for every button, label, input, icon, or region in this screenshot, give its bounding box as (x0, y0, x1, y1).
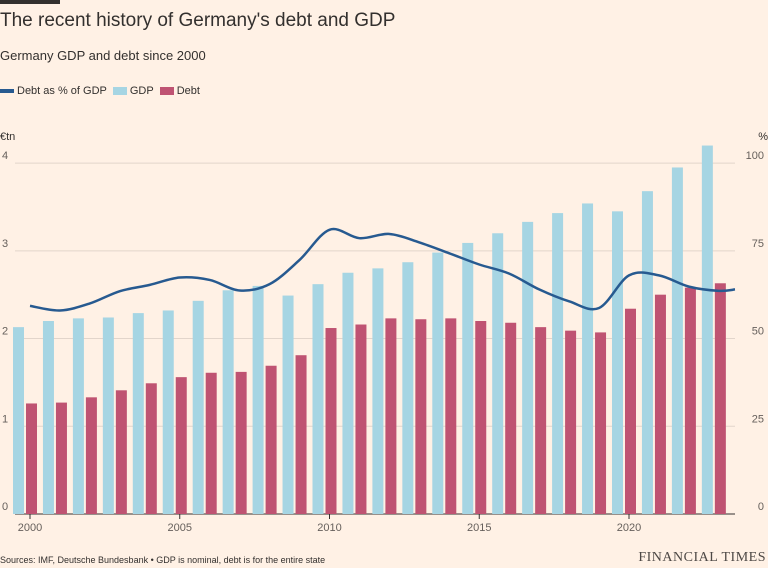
ft-top-bar (0, 0, 60, 4)
left-tick-label-4: 4 (2, 150, 8, 162)
right-tick-label-75: 75 (752, 238, 764, 250)
gdp-bar-2001 (42, 321, 54, 514)
gdp-bar-2020 (612, 211, 623, 514)
legend-swatch-gdp (112, 87, 127, 95)
gdp-bar-2005 (162, 310, 174, 514)
gdp-bar-2011 (342, 272, 354, 514)
x-tick-label-2000: 2000 (18, 522, 42, 534)
debt-bar-2019 (595, 332, 607, 514)
gdp-bar-2016 (492, 233, 504, 515)
gdp-bar-2009 (282, 295, 294, 514)
debt-bar-2002 (85, 397, 97, 514)
debt-bar-2001 (55, 402, 67, 514)
debt-bar-2003 (115, 390, 127, 514)
gdp-bar-2014 (432, 252, 444, 514)
gdp-bar-2002 (72, 318, 84, 514)
debt-bar-2021 (654, 294, 666, 514)
ft-brand: FINANCIAL TIMES (638, 550, 766, 565)
gdp-bar-2006 (192, 300, 204, 514)
source-note: Sources: IMF, Deutsche Bundesbank • GDP … (0, 555, 326, 565)
left-tick-label-0: 0 (2, 501, 8, 513)
gdp-bar-2010 (312, 284, 324, 514)
debt-bar-2020 (625, 308, 636, 514)
left-tick-label-1: 1 (2, 413, 8, 425)
debt-ratio-line (29, 227, 736, 312)
x-tick-label-2005: 2005 (168, 522, 192, 534)
legend-item-debt: Debt (159, 85, 200, 97)
legend-item-ratio: Debt as % of GDP (0, 85, 107, 97)
gdp-bar-2019 (582, 203, 594, 515)
debt-bar-2018 (565, 330, 577, 514)
debt-bar-2012 (385, 318, 397, 514)
left-tick-label-3: 3 (2, 238, 8, 250)
gdp-bar-2008 (252, 285, 264, 514)
gdp-bar-2018 (552, 213, 564, 514)
chart-subtitle: Germany GDP and debt since 2000 (0, 48, 206, 63)
gdp-bar-2023 (701, 145, 713, 514)
right-axis-unit: % (758, 131, 768, 143)
legend: Debt as % of GDP GDP Debt (0, 85, 206, 97)
legend-label-debt: Debt (176, 85, 200, 97)
legend-swatch-debt (159, 87, 174, 95)
debt-bar-2004 (145, 383, 157, 514)
right-tick-label-100: 100 (746, 150, 764, 162)
gdp-bar-2022 (671, 167, 683, 514)
chart-title: The recent history of Germany's debt and… (0, 10, 396, 31)
debt-bar-2016 (505, 322, 517, 514)
right-tick-label-0: 0 (758, 501, 764, 513)
left-axis-unit: €tn (0, 131, 15, 143)
left-tick-label-2: 2 (2, 326, 8, 338)
x-tick-label-2010: 2010 (317, 522, 341, 534)
gdp-bar-2017 (522, 221, 534, 515)
gdp-bar-2013 (402, 262, 414, 514)
debt-bar-2010 (325, 328, 337, 514)
gdp-bar-2000 (13, 327, 24, 514)
debt-bar-2013 (415, 319, 427, 514)
gdp-bar-2007 (222, 290, 234, 514)
gdp-bar-2004 (132, 313, 144, 514)
x-tick-label-2015: 2015 (467, 522, 491, 534)
gdp-bar-2021 (641, 191, 653, 514)
debt-bar-2005 (175, 377, 187, 514)
legend-label-ratio: Debt as % of GDP (17, 85, 107, 97)
gdp-bar-2015 (462, 242, 474, 514)
debt-bar-2017 (535, 327, 547, 514)
debt-bar-2015 (475, 321, 487, 514)
debt-bar-2008 (265, 365, 277, 514)
debt-bar-2006 (205, 372, 217, 514)
right-tick-label-25: 25 (752, 413, 764, 425)
debt-bar-2000 (26, 403, 37, 514)
debt-bar-2009 (295, 355, 307, 514)
debt-bar-2023 (714, 283, 726, 514)
debt-bar-2014 (445, 318, 457, 514)
debt-bar-2007 (235, 371, 247, 514)
legend-label-gdp: GDP (129, 85, 154, 97)
gdp-bar-2012 (372, 268, 384, 514)
gdp-bar-2003 (102, 317, 114, 514)
debt-bar-2011 (355, 324, 367, 514)
right-tick-label-50: 50 (752, 326, 764, 338)
debt-bar-2022 (684, 287, 696, 514)
legend-swatch-ratio (0, 89, 14, 93)
x-tick-label-2020: 2020 (617, 522, 641, 534)
legend-item-gdp: GDP (112, 85, 154, 97)
